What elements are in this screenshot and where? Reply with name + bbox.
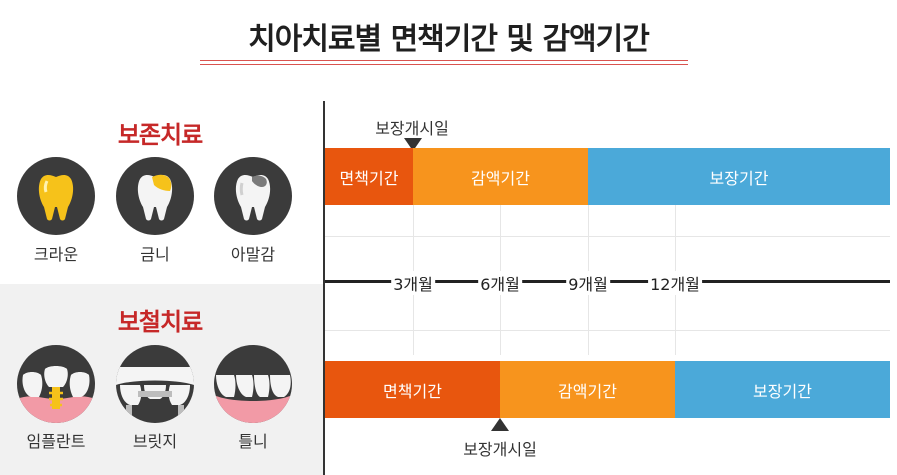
- bridge-icon: [116, 345, 194, 423]
- covered-period-segment: 보장기간: [675, 361, 890, 418]
- title-underline: [200, 60, 688, 61]
- prosthetic-item-label: 임플란트: [26, 432, 86, 451]
- prosthetic-period-bar: 면책기간 감액기간 보장기간: [325, 361, 890, 418]
- grid-line-h1: [325, 236, 890, 237]
- conservative-title: 보존치료: [117, 121, 203, 149]
- title-underline-2: [200, 64, 688, 65]
- crown-tooth-icon: [17, 157, 95, 235]
- exempt-period-segment: 면책기간: [325, 361, 500, 418]
- month-tick-label: 9개월: [566, 271, 610, 295]
- month-tick-label: 12개월: [648, 271, 702, 295]
- page-title: 치아치료별 면책기간 및 감액기간: [248, 22, 650, 57]
- prosthetic-title: 보철치료: [117, 308, 203, 336]
- denture-icon: [214, 345, 292, 423]
- conservative-item-label: 아말감: [230, 245, 276, 264]
- coverage-start-label: 보장개시일: [463, 440, 537, 459]
- covered-period-segment: 보장기간: [588, 148, 890, 205]
- timeline-axis: [323, 101, 325, 475]
- grid-line-h2: [325, 330, 890, 331]
- month-tick-label: 3개월: [391, 271, 435, 295]
- conservative-period-bar: 면책기간 감액기간 보장기간: [325, 148, 890, 205]
- prosthetic-item-label: 브릿지: [132, 432, 178, 451]
- conservative-item-label: 금니: [140, 245, 170, 264]
- month-tick-label: 6개월: [478, 271, 522, 295]
- gold-filling-tooth-icon: [116, 157, 194, 235]
- amalgam-tooth-icon: [214, 157, 292, 235]
- conservative-item-label: 크라운: [33, 245, 79, 264]
- exempt-period-segment: 면책기간: [325, 148, 413, 205]
- coverage-start-label: 보장개시일: [375, 119, 449, 138]
- implant-icon: [17, 345, 95, 423]
- coverage-start-marker: [491, 418, 509, 431]
- prosthetic-item-label: 틀니: [238, 432, 268, 451]
- reduced-period-segment: 감액기간: [500, 361, 675, 418]
- reduced-period-segment: 감액기간: [413, 148, 588, 205]
- coverage-start-marker: [404, 138, 422, 151]
